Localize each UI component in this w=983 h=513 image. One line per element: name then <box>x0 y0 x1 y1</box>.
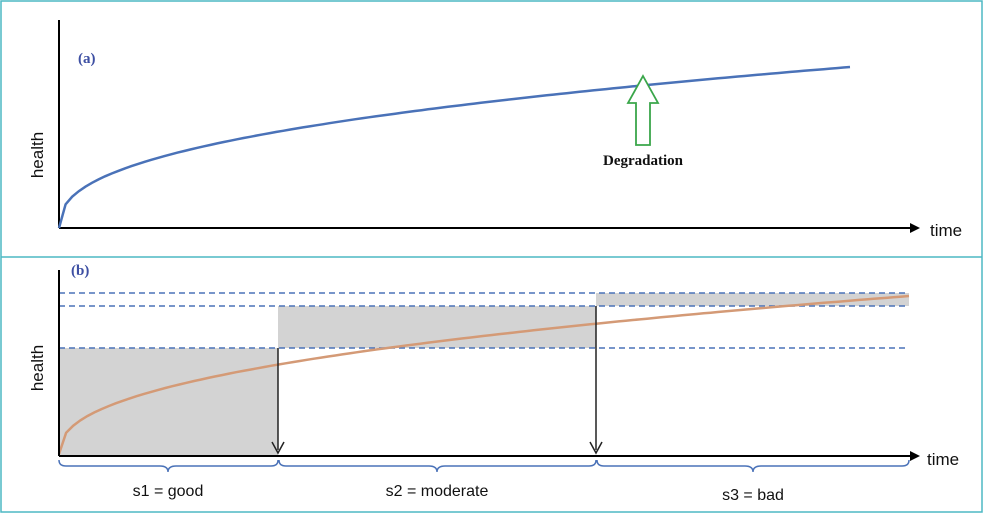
state-s2-label: s2 = moderate <box>386 483 489 500</box>
state-s3-brace <box>596 459 910 473</box>
panel-b-x-axis-arrowhead <box>910 451 920 461</box>
panel-a: (a) health time Degradation <box>28 20 962 240</box>
transition-arrowhead-2 <box>589 441 603 455</box>
panel-a-health-curve <box>57 65 851 229</box>
state-s1-label: s1 = good <box>133 483 204 500</box>
panel-a-ylabel: health <box>28 132 47 178</box>
panel-b: (b) health time s1 = good s2 = moderate … <box>28 263 959 504</box>
panel-b-xlabel: time <box>927 450 959 469</box>
degradation-arrow <box>626 74 660 146</box>
panel-b-health-curve <box>57 294 910 455</box>
state-s3-label: s3 = bad <box>722 487 784 504</box>
transition-arrowhead-1 <box>271 441 285 455</box>
panel-a-label: (a) <box>78 51 96 67</box>
state-s1-brace <box>58 459 279 473</box>
panel-b-ylabel: health <box>28 345 47 391</box>
panel-a-xlabel: time <box>930 221 962 240</box>
panel-a-x-axis-arrowhead <box>910 223 920 233</box>
degradation-label: Degradation <box>603 153 684 169</box>
panel-b-label: (b) <box>71 263 89 279</box>
state-s1-shade <box>59 348 278 456</box>
state-s2-brace <box>278 459 597 473</box>
